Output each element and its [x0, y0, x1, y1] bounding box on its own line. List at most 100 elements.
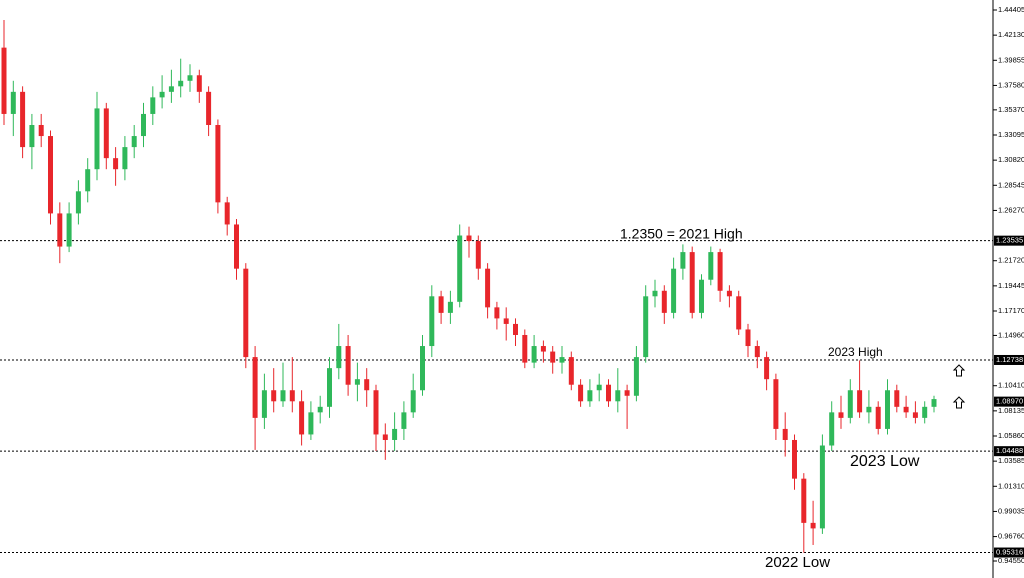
y-tick-label: 1.33095	[998, 130, 1024, 139]
candle-body	[122, 147, 128, 170]
candle-body	[392, 428, 398, 440]
candle-body	[643, 296, 649, 358]
candle-body	[578, 384, 584, 402]
candle-body	[513, 323, 518, 335]
candle-body	[113, 158, 119, 170]
candle-body	[485, 268, 491, 308]
candle-body	[178, 80, 184, 87]
candle-body	[457, 235, 463, 302]
candle-body	[689, 252, 695, 313]
candle-body	[615, 390, 621, 402]
y-tick-label: 1.08135	[998, 406, 1024, 415]
candle-body	[1, 47, 7, 114]
candle-body	[633, 357, 639, 396]
candle-body	[708, 252, 714, 280]
candle-body	[187, 75, 193, 81]
arrow-icon	[952, 396, 966, 409]
candle-body	[847, 390, 853, 418]
candle-body	[215, 124, 221, 203]
candle-body	[522, 334, 528, 363]
candle-body	[289, 390, 295, 402]
annotation: 2023 High	[828, 345, 883, 359]
candle-body	[894, 390, 900, 407]
candle-body	[782, 428, 788, 440]
candle-body	[792, 439, 797, 479]
candle-body	[531, 346, 537, 363]
candle-body	[131, 136, 137, 148]
candle-body	[299, 401, 305, 435]
y-tick-label: 1.01310	[998, 481, 1024, 490]
candle-body	[726, 290, 732, 297]
candle-body	[857, 390, 863, 413]
candle-body	[922, 406, 928, 418]
candle-body	[168, 86, 174, 92]
level-label-box	[994, 446, 1024, 457]
candle-body	[587, 390, 593, 402]
candle-body	[103, 108, 109, 159]
annotation: 1.2350 = 2021 High	[620, 226, 743, 242]
candle-body	[410, 390, 416, 413]
candle-body	[280, 390, 286, 402]
candle-body	[838, 412, 844, 418]
candle-body	[234, 224, 239, 269]
candle-body	[503, 318, 509, 324]
candle-body	[447, 301, 453, 313]
y-tick-label: 0.94550	[998, 556, 1024, 565]
candle-body	[540, 346, 546, 352]
candle-body	[20, 91, 26, 148]
candle-body	[317, 406, 323, 413]
candle-body	[661, 290, 667, 313]
level-label-box	[994, 547, 1024, 558]
y-tick-label: 1.39855	[998, 55, 1024, 64]
candle-body	[931, 399, 937, 407]
candle-body	[466, 235, 472, 242]
candle-body	[252, 357, 258, 418]
candle-body	[801, 478, 807, 523]
candle-body	[66, 213, 72, 247]
candle-body	[420, 346, 425, 391]
candle-body	[754, 346, 760, 358]
candle-body	[29, 124, 35, 148]
candle-body	[912, 412, 918, 418]
current-price-label: 1.08970	[996, 397, 1023, 406]
candle-body	[819, 445, 825, 529]
candle-body	[354, 379, 360, 385]
candle-body	[671, 268, 677, 313]
candle-body	[745, 329, 751, 347]
candle-body	[550, 351, 556, 363]
candle-body	[327, 368, 332, 407]
level-label: 0.95316	[996, 548, 1023, 557]
candle-body	[57, 213, 63, 247]
level-label-box	[994, 354, 1024, 365]
candle-body	[596, 384, 602, 391]
current-price-box	[994, 396, 1024, 407]
arrow-icon	[952, 364, 966, 377]
y-tick-label: 1.10410	[998, 381, 1024, 390]
y-tick-label: 1.14960	[998, 330, 1024, 339]
candle-body	[271, 390, 277, 402]
candle-body	[141, 113, 146, 137]
candle-body	[438, 296, 444, 313]
candle-body	[559, 357, 565, 363]
y-tick-label: 1.17170	[998, 306, 1024, 315]
candle-body	[261, 390, 267, 418]
candle-body	[224, 202, 230, 225]
candle-body	[382, 434, 388, 440]
candle-body	[829, 412, 835, 446]
candle-body	[624, 390, 630, 396]
candle-body	[475, 241, 481, 269]
candle-body	[652, 290, 658, 297]
candle-body	[150, 97, 156, 114]
candle-body	[159, 91, 165, 98]
candle-body	[48, 136, 53, 214]
y-tick-label: 0.99035	[998, 506, 1024, 515]
candle-body	[38, 124, 44, 137]
candle-body	[75, 191, 81, 214]
candle-body	[364, 379, 370, 391]
y-tick-label: 1.35370	[998, 105, 1024, 114]
candle-body	[494, 307, 500, 319]
candle-body	[401, 412, 407, 429]
candle-body	[429, 296, 435, 347]
candle-body	[94, 108, 100, 170]
